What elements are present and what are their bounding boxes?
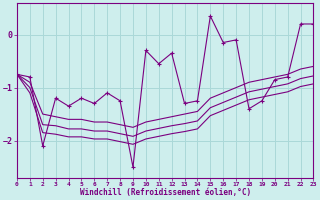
X-axis label: Windchill (Refroidissement éolien,°C): Windchill (Refroidissement éolien,°C) — [80, 188, 251, 197]
